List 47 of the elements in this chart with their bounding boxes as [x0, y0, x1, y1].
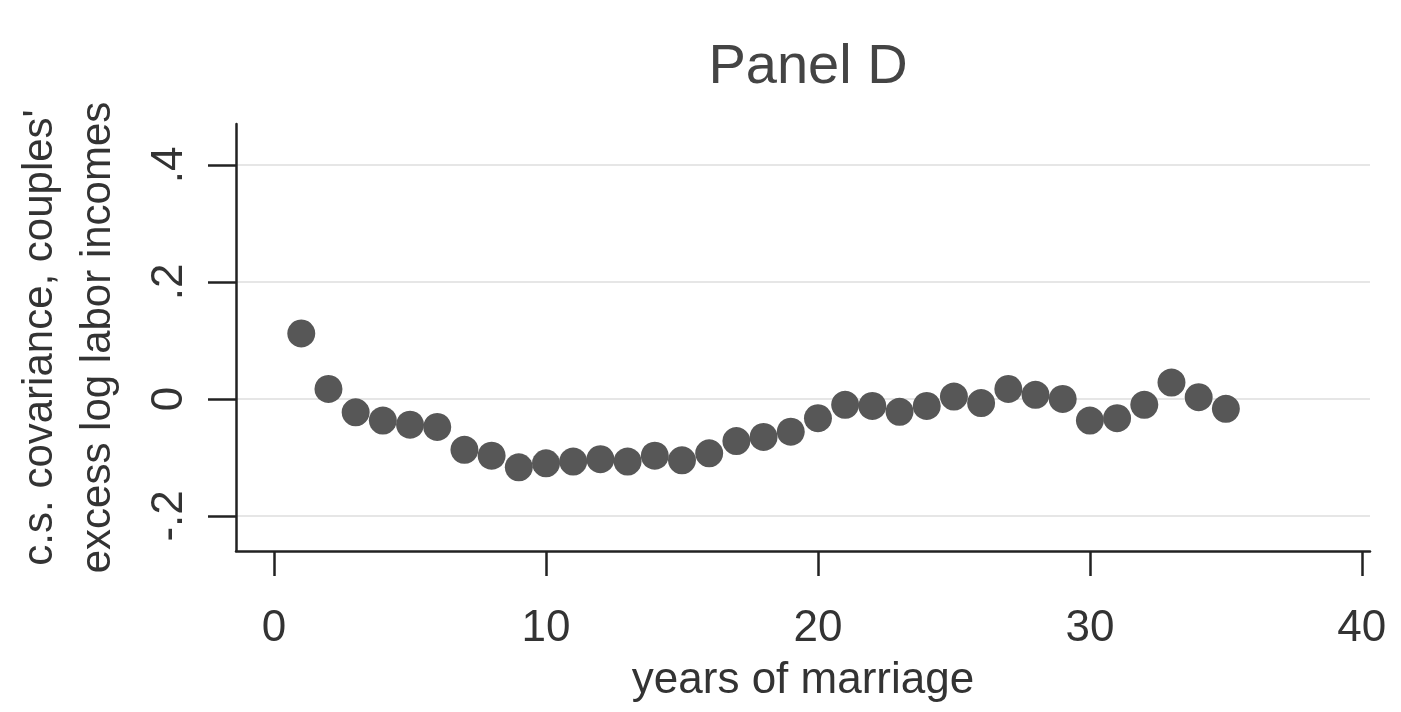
point [1075, 406, 1104, 435]
x-tick-label: 20 [793, 600, 843, 650]
point [1103, 404, 1132, 433]
point [1130, 390, 1159, 419]
chart-title: Panel D [708, 31, 908, 95]
point [776, 417, 805, 446]
point [939, 382, 968, 411]
point [803, 404, 832, 433]
point [858, 391, 887, 420]
point [613, 447, 642, 476]
point [341, 398, 370, 427]
x-tick-label: 10 [521, 600, 571, 650]
point [368, 406, 397, 435]
point [396, 410, 425, 439]
point [749, 422, 778, 451]
y-axis-title: c.s. covariance, couples' excess log labor incomes [13, 101, 119, 574]
x-tick-label: 0 [261, 600, 287, 650]
point [1021, 380, 1050, 409]
point [722, 427, 751, 456]
point [967, 389, 996, 417]
point [532, 449, 561, 478]
y-tick-label: -.2 [141, 490, 191, 542]
point [831, 390, 860, 419]
point [1157, 368, 1186, 397]
x-tick-label: 30 [1065, 600, 1115, 650]
point [314, 374, 343, 403]
point [559, 447, 588, 476]
point [450, 435, 479, 464]
x-tick-label: 40 [1337, 600, 1387, 650]
y-tick-label: 0 [141, 386, 191, 412]
point [423, 413, 452, 441]
y-tick-label: .2 [141, 263, 191, 301]
x-axis-title: years of marriage [631, 652, 975, 702]
point [287, 319, 316, 348]
point [1184, 383, 1213, 412]
point [504, 453, 533, 482]
point [695, 439, 724, 468]
point [885, 397, 914, 426]
point [640, 441, 669, 470]
point [912, 391, 941, 420]
point [1048, 384, 1077, 413]
y-tick-label: .4 [141, 146, 191, 184]
point [994, 374, 1023, 403]
point [1211, 394, 1240, 423]
point [586, 445, 615, 474]
point [668, 446, 696, 475]
point [477, 441, 506, 470]
